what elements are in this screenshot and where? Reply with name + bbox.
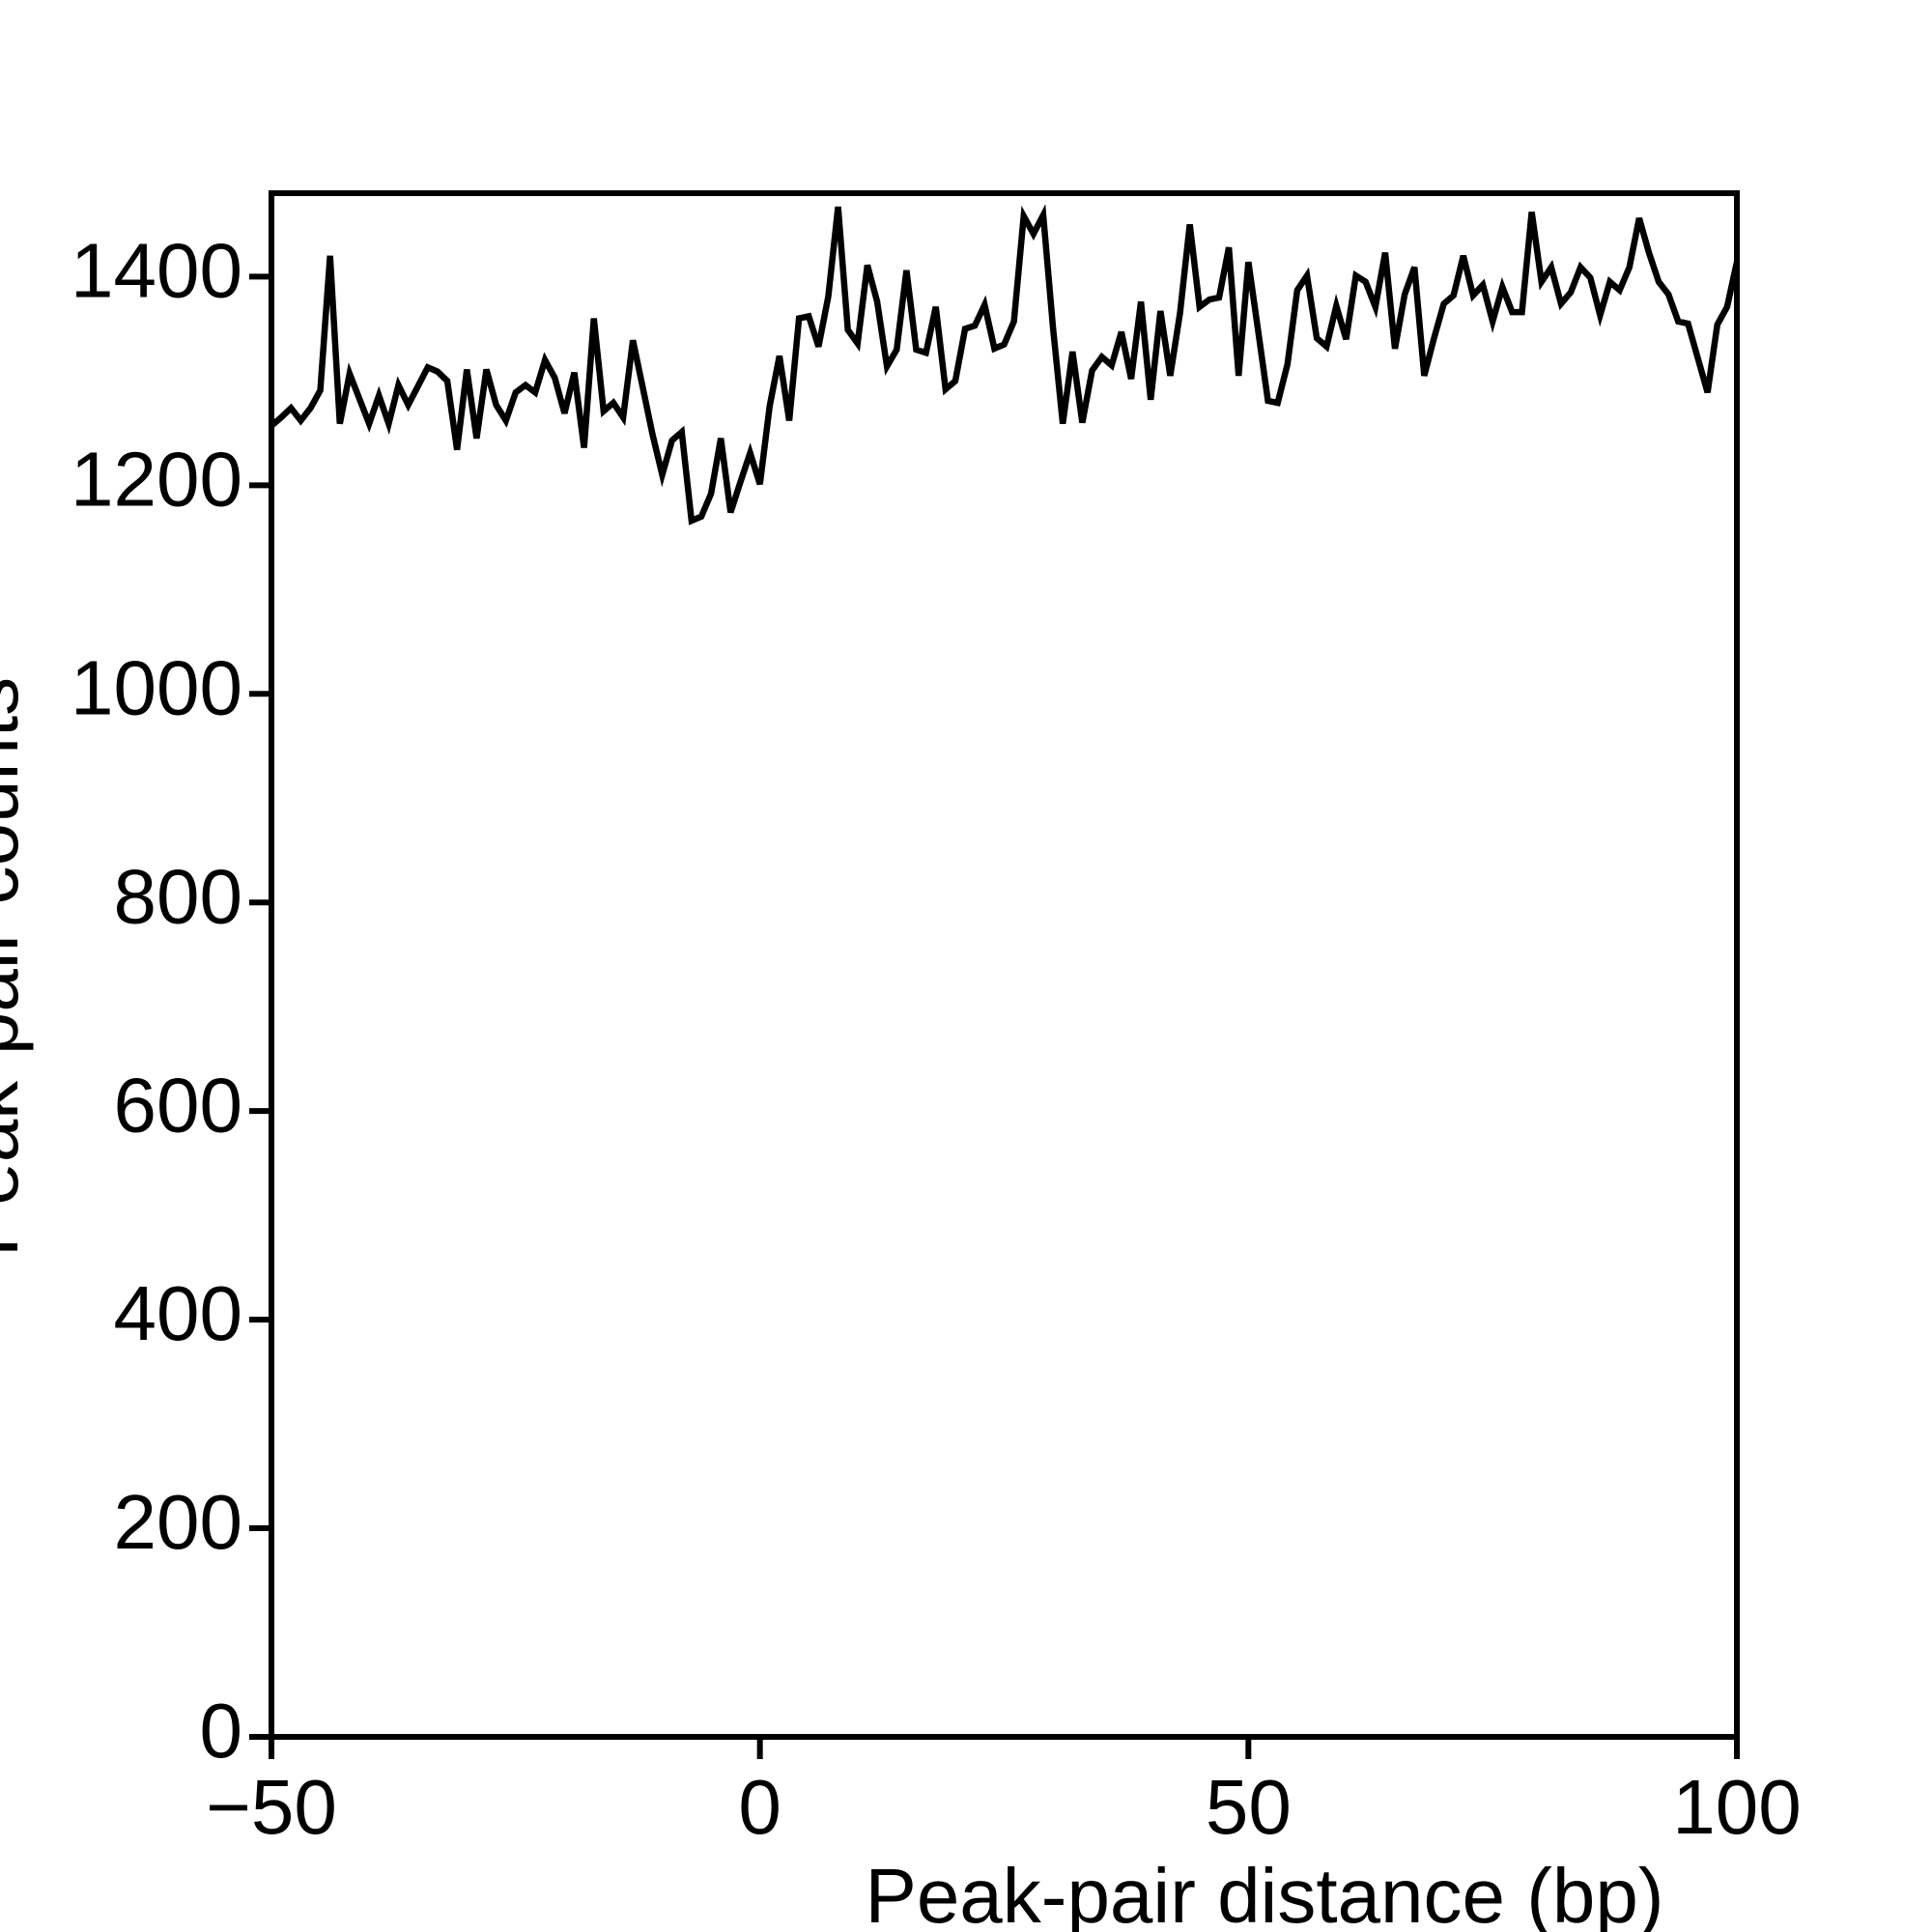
y-tick-label: 1200 [71, 436, 242, 522]
x-axis-label: Peak-pair distance (bp) [865, 1853, 1663, 1932]
x-tick-label: 0 [738, 1764, 781, 1850]
x-tick-label: −50 [206, 1764, 337, 1850]
data-line [269, 204, 1741, 526]
plot-frame [269, 190, 1740, 1740]
x-tick-label: 50 [1206, 1764, 1292, 1850]
y-tick-label: 1400 [71, 228, 242, 314]
x-tick-label: 100 [1672, 1764, 1801, 1850]
y-tick-label: 600 [114, 1062, 242, 1148]
y-tick-label: 1000 [71, 644, 242, 730]
y-tick-label: 800 [114, 853, 242, 939]
y-axis-label: Peak-pair counts [0, 677, 34, 1257]
y-tick-label: 0 [200, 1688, 243, 1774]
y-tick-label: 400 [114, 1270, 242, 1356]
y-tick-label: 200 [114, 1479, 242, 1565]
